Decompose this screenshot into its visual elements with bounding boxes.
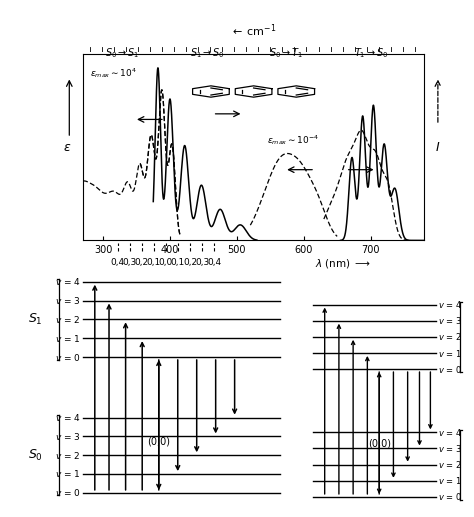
Text: 0,4: 0,4 bbox=[207, 258, 221, 267]
Text: $T_1 \rightarrow S_0$: $T_1 \rightarrow S_0$ bbox=[354, 46, 389, 60]
Text: $S_0 \rightarrow T_1$: $S_0 \rightarrow T_1$ bbox=[269, 46, 303, 60]
Text: $\varepsilon_{max}{\sim}10^{-4}$: $\varepsilon_{max}{\sim}10^{-4}$ bbox=[267, 133, 319, 147]
Text: $v$ = 3: $v$ = 3 bbox=[55, 431, 81, 442]
Text: 0,1: 0,1 bbox=[147, 258, 161, 267]
Text: $v$ = 1: $v$ = 1 bbox=[438, 475, 462, 486]
Text: $v$ = 1: $v$ = 1 bbox=[55, 333, 81, 344]
Text: $v$ = 2: $v$ = 2 bbox=[438, 331, 462, 342]
Text: $v$ = 4: $v$ = 4 bbox=[55, 412, 81, 423]
Text: $v$ = 2: $v$ = 2 bbox=[438, 459, 462, 470]
Text: $v$ = 4: $v$ = 4 bbox=[438, 427, 463, 438]
Text: $v$ = 1: $v$ = 1 bbox=[55, 468, 81, 479]
Text: $\varepsilon_{max}{\sim}10^4$: $\varepsilon_{max}{\sim}10^4$ bbox=[90, 66, 137, 80]
Text: $v$ = 2: $v$ = 2 bbox=[55, 450, 81, 461]
Text: $v$ = 2: $v$ = 2 bbox=[55, 314, 81, 325]
Text: (0,0): (0,0) bbox=[368, 439, 391, 449]
Text: (0,0): (0,0) bbox=[147, 436, 170, 446]
Text: 0,4: 0,4 bbox=[111, 258, 125, 267]
Text: $v$ = 4: $v$ = 4 bbox=[55, 276, 81, 287]
Text: $v$ = 0: $v$ = 0 bbox=[438, 491, 463, 503]
Text: $S_0 \rightarrow S_1$: $S_0 \rightarrow S_1$ bbox=[105, 46, 139, 60]
Text: $v$ = 1: $v$ = 1 bbox=[438, 347, 462, 358]
Text: $v$ = 0: $v$ = 0 bbox=[55, 352, 81, 362]
Text: $S_0$: $S_0$ bbox=[28, 448, 43, 463]
Text: $v$ = 3: $v$ = 3 bbox=[55, 295, 81, 306]
Text: 0,3: 0,3 bbox=[123, 258, 137, 267]
Text: $v$ = 0: $v$ = 0 bbox=[438, 363, 463, 375]
Text: $v$ = 3: $v$ = 3 bbox=[438, 443, 463, 454]
Text: $I$: $I$ bbox=[435, 141, 440, 154]
Text: $S_1 \rightarrow S_0$: $S_1 \rightarrow S_0$ bbox=[190, 46, 225, 60]
Text: $v$ = 3: $v$ = 3 bbox=[438, 315, 463, 326]
Text: 0,3: 0,3 bbox=[195, 258, 209, 267]
Text: $v$ = 4: $v$ = 4 bbox=[438, 299, 463, 310]
Text: $\varepsilon$: $\varepsilon$ bbox=[64, 141, 72, 154]
Text: 0,2: 0,2 bbox=[135, 258, 149, 267]
Text: $v$ = 0: $v$ = 0 bbox=[55, 488, 81, 498]
Text: 0,2: 0,2 bbox=[183, 258, 197, 267]
Text: $S_1$: $S_1$ bbox=[28, 312, 43, 327]
Text: 0,1: 0,1 bbox=[171, 258, 185, 267]
Text: 0,0: 0,0 bbox=[159, 258, 173, 267]
Text: $\lambda$ (nm) $\longrightarrow$: $\lambda$ (nm) $\longrightarrow$ bbox=[315, 257, 372, 270]
Text: $\leftarrow\;$cm$^{-1}$: $\leftarrow\;$cm$^{-1}$ bbox=[230, 22, 277, 39]
